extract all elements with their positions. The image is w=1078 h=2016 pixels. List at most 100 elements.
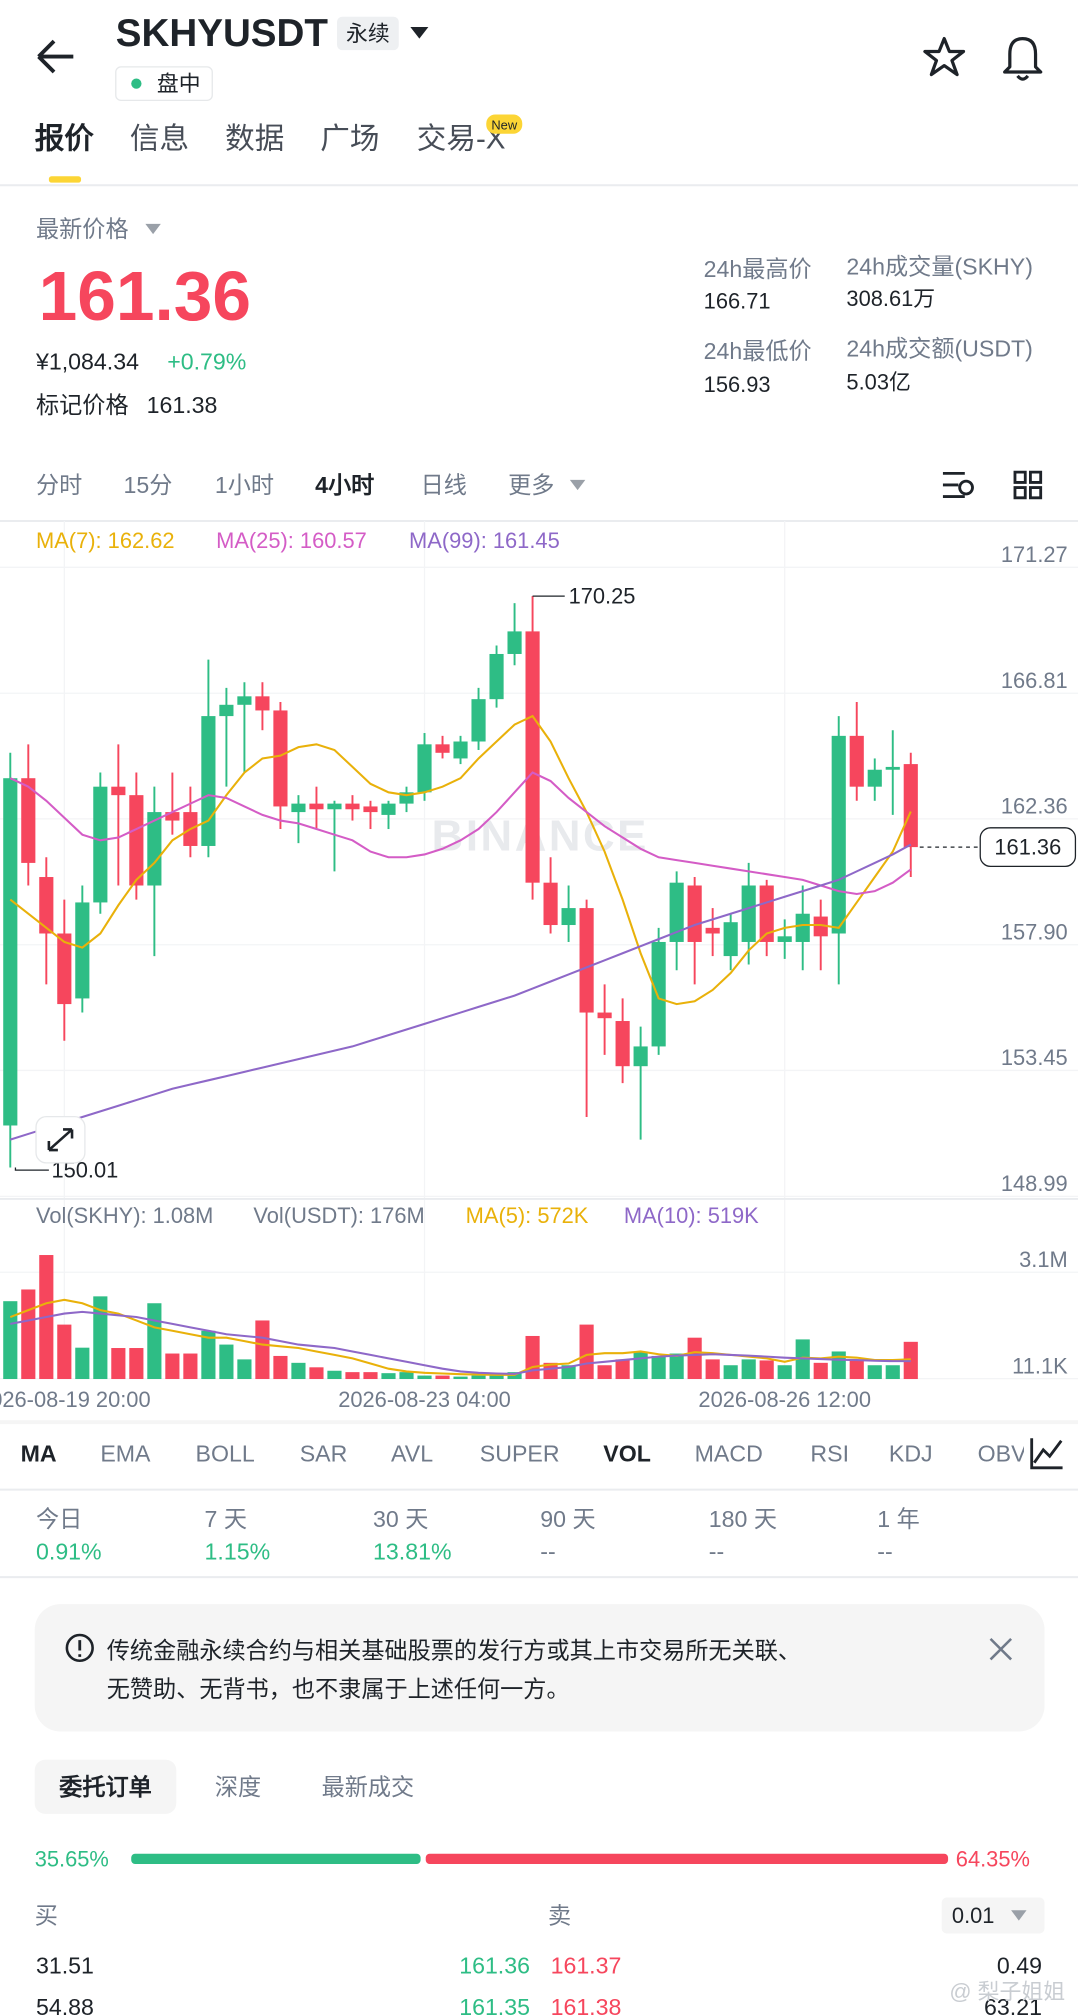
symbol-dropdown[interactable] [410, 27, 429, 39]
indicator[interactable]: MACD [695, 1441, 763, 1467]
volume-bar [93, 1296, 108, 1380]
layout-button[interactable] [1013, 470, 1043, 500]
y-tick-label: 11.1K [1012, 1353, 1068, 1378]
high-label: 170.25 [569, 584, 636, 609]
volume-bar [597, 1365, 612, 1380]
indicator[interactable]: OBV [978, 1441, 1027, 1467]
volume-bar [309, 1367, 324, 1380]
indicator-settings[interactable] [1030, 1438, 1063, 1470]
candle-body [849, 735, 864, 787]
indicator[interactable]: KDJ [889, 1441, 933, 1467]
ask-amount: 63.21 [984, 1994, 1042, 2016]
indicator[interactable]: AVL [391, 1441, 433, 1467]
y-tick-label: 148.99 [1001, 1171, 1068, 1196]
candle-body [705, 927, 720, 934]
chart-settings[interactable] [942, 471, 965, 498]
candle-body [471, 699, 486, 742]
candle-body [795, 913, 810, 942]
volume-bar [705, 1359, 720, 1380]
status-badge [115, 66, 213, 101]
bid-price: 161.35 [459, 1994, 530, 2016]
legend-entry: MA(5): 572K [466, 1203, 589, 1228]
candle-body [543, 882, 558, 926]
volume-bar [633, 1351, 648, 1380]
indicator[interactable]: MA [21, 1441, 57, 1467]
alert-button[interactable] [1003, 36, 1043, 81]
interval[interactable]: 1小时 [215, 472, 274, 498]
candle-body [39, 877, 54, 934]
candle-body [327, 803, 342, 810]
candle-body [57, 933, 72, 1005]
candle-body [687, 885, 702, 942]
notice-close[interactable] [989, 1637, 1013, 1661]
volume-bar [3, 1301, 18, 1380]
legend-entry: MA(7): 162.62 [36, 528, 175, 553]
tab[interactable]: 广场 [320, 122, 379, 155]
new-badge: New [491, 117, 517, 132]
last-price-label: 161.36 [994, 835, 1061, 860]
candle-body [597, 1012, 612, 1019]
volume-bar [75, 1347, 90, 1380]
chart: 171.27 166.81 162.36 157.90 153.45 148.99 2026… [0, 520, 1078, 1412]
tab[interactable]: 数据 [225, 122, 284, 155]
order-tab-active-bg [34, 1759, 177, 1814]
period-change: -- [540, 1538, 555, 1564]
contract-type: 永续 [346, 21, 390, 46]
back-button[interactable] [37, 39, 74, 74]
candle-body [75, 902, 90, 999]
price-label[interactable]: 最新价格 [36, 216, 129, 242]
volume-bar [741, 1359, 756, 1380]
tab[interactable]: 报价 [35, 122, 95, 155]
volume-bar [867, 1365, 882, 1380]
status-dot [131, 78, 142, 89]
ask-price: 161.38 [551, 1994, 622, 2016]
legend-entry: MA(10): 519K [624, 1203, 759, 1228]
volume-bar [273, 1355, 288, 1380]
order-tab[interactable]: 最新成交 [322, 1774, 415, 1800]
volume-bar [759, 1360, 774, 1380]
order-tab[interactable]: 委托订单 [58, 1774, 152, 1800]
candle-body [129, 795, 144, 886]
indicator[interactable]: SUPER [480, 1441, 560, 1467]
volume-bar [813, 1362, 828, 1380]
candle-body [831, 735, 846, 934]
candle-body [723, 922, 738, 957]
interval[interactable]: 15分 [123, 472, 172, 498]
candle-body [237, 696, 252, 705]
y-tick-label: 166.81 [1001, 668, 1068, 693]
tab[interactable]: 信息 [130, 122, 189, 155]
ask-price: 161.37 [551, 1953, 622, 1979]
interval[interactable]: 4小时 [315, 472, 374, 498]
candle-body [885, 766, 900, 770]
ratio: 35.65% 64.35% [35, 1846, 1030, 1871]
cny-price: ¥1,084.34 [35, 348, 139, 374]
interval[interactable]: 更多 [508, 472, 554, 498]
indicator[interactable]: RSI [810, 1441, 849, 1467]
period-change: -- [709, 1538, 724, 1564]
volume-bar [579, 1324, 594, 1380]
volume-bar [687, 1337, 702, 1380]
interval[interactable]: 分时 [36, 472, 82, 498]
order-tab[interactable]: 深度 [215, 1774, 261, 1800]
favorite-button[interactable] [923, 36, 966, 77]
volume-bar [453, 1376, 468, 1380]
dropdown-arrow [145, 223, 161, 235]
interval[interactable]: 日线 [421, 472, 467, 498]
indicator[interactable]: SAR [300, 1441, 348, 1467]
volume-bar [255, 1320, 270, 1380]
period-label: 1 年 [877, 1506, 919, 1532]
volume-bar [345, 1372, 360, 1380]
volume-bar [381, 1373, 396, 1380]
indicator[interactable]: BOLL [196, 1441, 255, 1467]
candle-body [507, 631, 522, 654]
indicator[interactable]: EMA [100, 1441, 151, 1467]
volume-label: Vol(SKHY): 1.08M [36, 1203, 213, 1228]
chart-settings-icon [958, 479, 974, 496]
y-tick-label: 162.36 [1001, 794, 1068, 819]
volume-bar [111, 1348, 126, 1380]
volume-bar [399, 1372, 414, 1380]
bid-price: 161.36 [459, 1953, 530, 1979]
volume-ma-line [9, 1298, 911, 1376]
precision-box[interactable] [941, 1897, 1045, 1934]
indicator[interactable]: VOL [603, 1441, 651, 1467]
